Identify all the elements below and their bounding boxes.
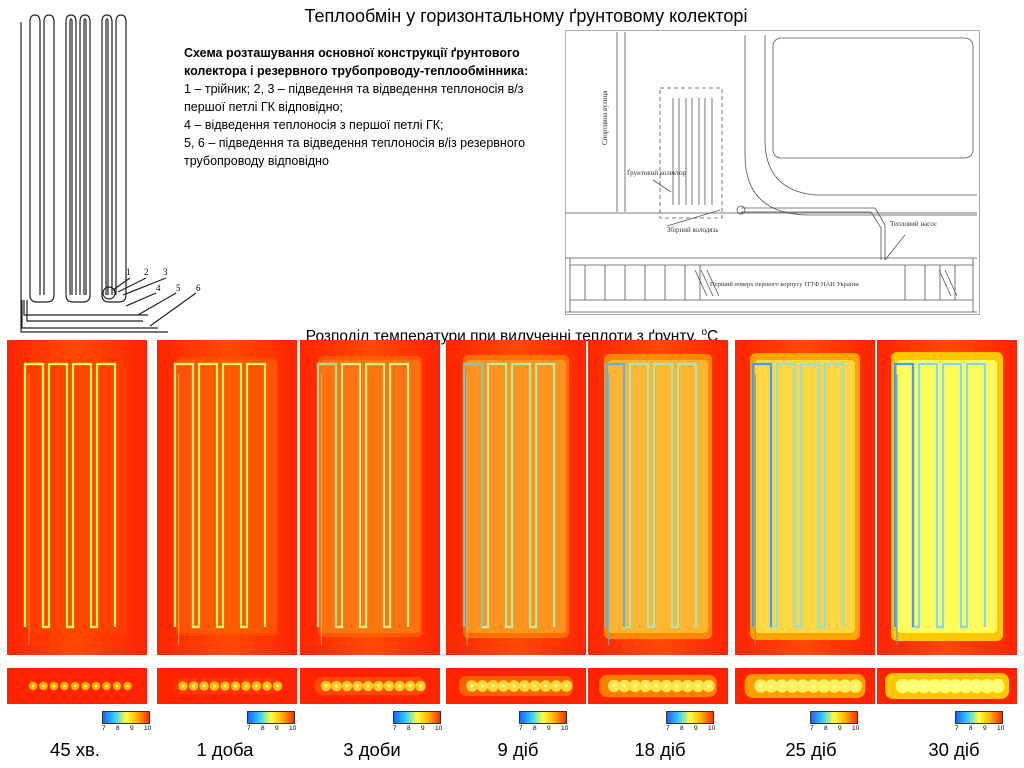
schematic-legend: Схема розташування основної конструкції … <box>184 44 529 170</box>
colorbar-tick: 8 <box>116 725 120 732</box>
colorbar-tick: 9 <box>838 725 842 732</box>
collector-schematic: 1 2 3 4 5 6 <box>20 14 201 333</box>
temperature-map-5 <box>588 340 728 655</box>
cross-section-7 <box>877 668 1017 704</box>
panel-label-3: 3 доби <box>343 739 401 760</box>
panel-label-6: 25 діб <box>785 739 837 760</box>
colorbar-tick: 7 <box>519 725 523 732</box>
colorbar-tick: 10 <box>289 725 297 732</box>
temperature-map-7 <box>877 340 1017 655</box>
colorbar-gradient <box>393 711 441 724</box>
site-plan-street-label: Спортивна вулиця <box>601 90 609 145</box>
legend-line-3: 5, 6 – підведення та відведення теплонос… <box>184 136 526 168</box>
colorbar-tick: 9 <box>547 725 551 732</box>
colorbar-tick: 10 <box>435 725 443 732</box>
colorbar-6: 7 8 9 10 <box>810 711 860 733</box>
legend-line-1: 1 – трійник; 2, 3 – підведення та відвед… <box>184 82 524 114</box>
panel-label-5: 18 діб <box>634 739 686 760</box>
colorbar-tick: 7 <box>247 725 251 732</box>
cross-section-2 <box>157 668 297 704</box>
cross-section-6 <box>735 668 875 704</box>
colorbar-5: 7 8 9 10 <box>666 711 716 733</box>
colorbar-tick: 7 <box>102 725 106 732</box>
cross-section-4 <box>446 668 586 704</box>
colorbar-tick: 8 <box>533 725 537 732</box>
colorbar-gradient <box>810 711 858 724</box>
panel-label-2: 1 доба <box>196 739 254 760</box>
temperature-maps <box>7 340 1017 704</box>
temperature-map-1 <box>7 340 147 655</box>
schematic-label-1: 1 <box>126 267 131 277</box>
colorbar-tick: 7 <box>955 725 959 732</box>
legend-heading: Схема розташування основної конструкції … <box>184 46 529 78</box>
cross-section-3 <box>300 668 440 704</box>
colorbar-gradient <box>102 711 150 724</box>
colorbar-4: 7 8 9 10 <box>519 711 569 733</box>
schematic-label-2: 2 <box>144 267 149 277</box>
legend-line-2: 4 – відведення теплоносія з першої петлі… <box>184 118 444 132</box>
site-plan-well-label: Збірний колодязь <box>667 226 719 234</box>
colorbar-7: 7 8 9 10 <box>955 711 1005 733</box>
colorbar-3: 7 8 9 10 <box>393 711 443 733</box>
colorbar-tick: 8 <box>824 725 828 732</box>
site-plan: Спортивна вулиця Ґрунтовий колектор Збір… <box>565 30 980 315</box>
colorbar-tick: 10 <box>852 725 860 732</box>
temperature-map-6 <box>735 340 875 655</box>
colorbar-tick: 9 <box>694 725 698 732</box>
temperature-map-2 <box>157 340 297 655</box>
colorbar-tick: 9 <box>983 725 987 732</box>
colorbar-tick: 9 <box>275 725 279 732</box>
colorbar-tick: 8 <box>261 725 265 732</box>
colorbar-tick: 8 <box>680 725 684 732</box>
colorbar-tick: 9 <box>421 725 425 732</box>
colorbar-tick: 10 <box>997 725 1005 732</box>
colorbar-tick: 8 <box>407 725 411 732</box>
colorbar-1: 7 8 9 10 <box>102 711 152 733</box>
site-plan-building-label: Перший поверх першого корпусу ІТТФ НАН У… <box>710 281 859 288</box>
cross-section-1 <box>7 668 147 704</box>
panel-label-4: 9 діб <box>497 739 539 760</box>
colorbar-tick: 8 <box>969 725 973 732</box>
site-plan-pump-label: Тепловий насос <box>890 220 937 228</box>
schematic-label-3: 3 <box>163 267 168 277</box>
colorbar-tick: 10 <box>708 725 716 732</box>
panel-label-7: 30 діб <box>928 739 980 760</box>
colorbar-tick: 10 <box>144 725 152 732</box>
colorbar-2: 7 8 9 10 <box>247 711 297 733</box>
site-plan-lines <box>565 30 980 315</box>
temperature-map-3 <box>300 340 440 655</box>
colorbar-tick: 7 <box>810 725 814 732</box>
collector-pipe-loops <box>20 14 197 333</box>
schematic-label-5: 5 <box>176 283 181 293</box>
colorbar-tick: 10 <box>561 725 569 732</box>
cross-section-5 <box>588 668 728 704</box>
colorbar-tick: 9 <box>130 725 134 732</box>
colorbar-tick: 7 <box>393 725 397 732</box>
panel-label-1: 45 хв. <box>50 739 100 760</box>
colorbar-gradient <box>519 711 567 724</box>
schematic-label-4: 4 <box>156 283 161 293</box>
colorbar-gradient <box>666 711 714 724</box>
temperature-map-4 <box>446 340 586 655</box>
schematic-label-6: 6 <box>196 283 201 293</box>
colorbar-gradient <box>247 711 295 724</box>
colorbar-tick: 7 <box>666 725 670 732</box>
site-plan-collector-label: Ґрунтовий колектор <box>627 169 687 177</box>
page-title: Теплообмін у горизонтальному ґрунтовому … <box>304 6 748 26</box>
colorbar-gradient <box>955 711 1003 724</box>
